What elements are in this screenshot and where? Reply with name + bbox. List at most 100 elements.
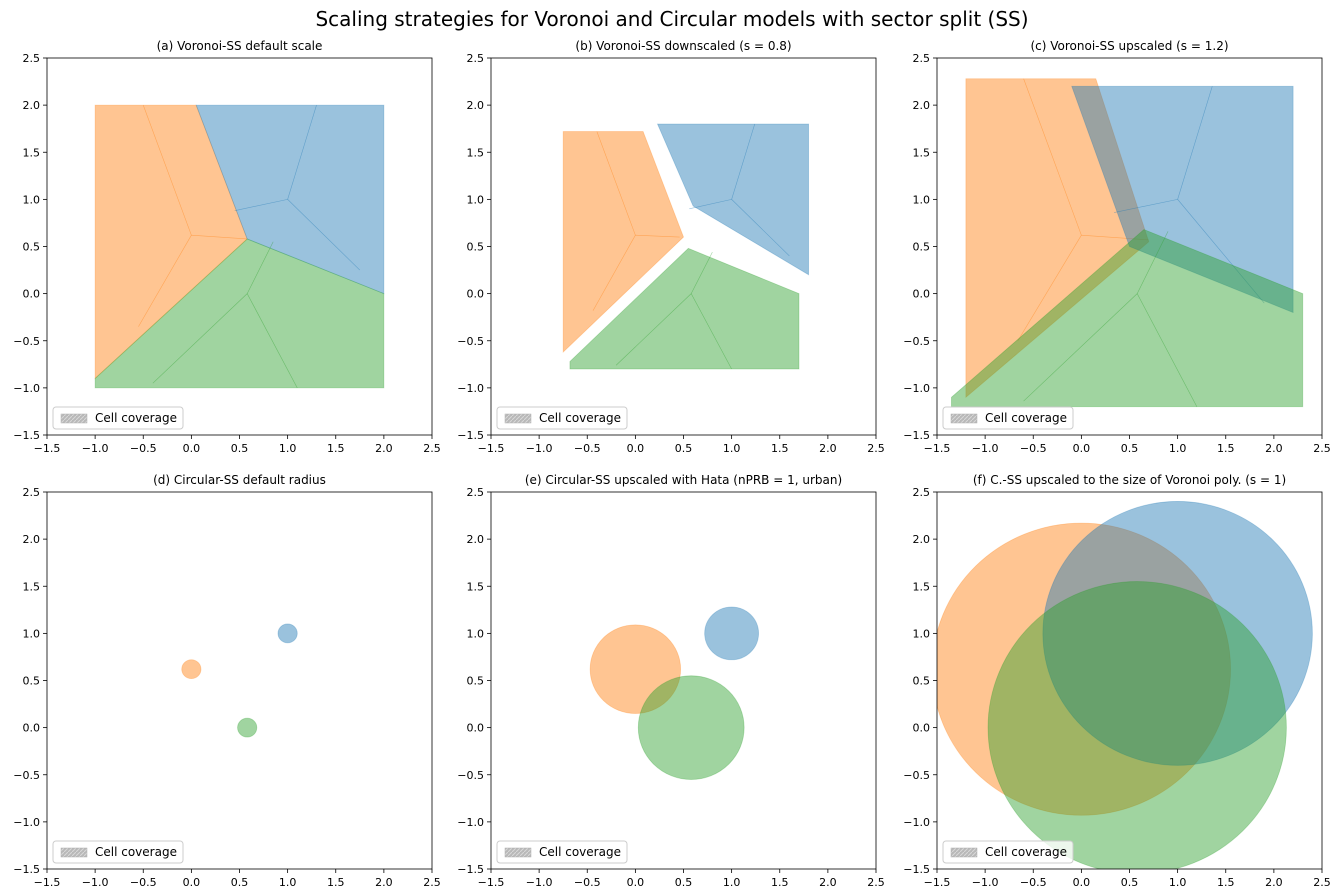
sector-split — [142, 105, 192, 236]
x-tick-label: 0.5 — [675, 442, 693, 455]
y-tick-label: 2.0 — [23, 99, 41, 112]
y-tick-label: 0.5 — [23, 241, 41, 254]
x-tick-label: 0.5 — [1121, 876, 1139, 887]
y-tick-label: −1.0 — [903, 382, 930, 395]
legend-frame — [496, 406, 628, 430]
y-tick-label: 2.0 — [23, 533, 41, 546]
x-tick-label: 2.0 — [1265, 442, 1283, 455]
x-tick-label: −1.0 — [82, 876, 109, 887]
x-tick-label: 0.0 — [1073, 876, 1091, 887]
coverage-polygon — [1071, 85, 1294, 314]
x-tick-label: 2.5 — [867, 876, 885, 887]
y-tick-label: −1.5 — [457, 429, 484, 442]
y-tick-label: −1.5 — [457, 863, 484, 876]
x-tick-label: 2.0 — [375, 442, 393, 455]
x-tick-label: 2.5 — [423, 876, 441, 887]
x-tick-label: 2.5 — [867, 442, 885, 455]
x-tick-label: 0.5 — [231, 442, 249, 455]
y-tick-label: 1.0 — [23, 193, 41, 206]
y-tick-label: −1.5 — [903, 863, 930, 876]
x-tick-label: 2.5 — [423, 442, 441, 455]
sector-split — [152, 293, 248, 384]
coverage-circle — [181, 659, 202, 680]
y-tick-label: 1.5 — [23, 580, 41, 593]
y-tick-label: 2.5 — [467, 486, 485, 499]
y-tick-label: −1.0 — [13, 816, 40, 829]
legend: Cell coverage — [942, 406, 1074, 430]
coverage-circle — [937, 522, 1231, 816]
y-tick-label: 2.5 — [23, 486, 41, 499]
subplot: (f) C.-SS upscaled to the size of Vorono… — [903, 473, 1330, 887]
coverage-circle — [589, 624, 682, 714]
sector-split — [731, 199, 790, 257]
y-tick-label: 0.5 — [467, 675, 485, 688]
sector-split — [1023, 78, 1082, 236]
y-tick-label: −1.0 — [457, 382, 484, 395]
x-tick-label: −1.0 — [972, 876, 999, 887]
x-tick-label: 0.0 — [1073, 442, 1091, 455]
subplot: (b) Voronoi-SS downscaled (s = 0.8)−1.5−… — [457, 39, 884, 455]
y-tick-label: −0.5 — [457, 769, 484, 782]
sector-split — [234, 199, 288, 211]
subplot-title: (e) Circular-SS upscaled with Hata (nPRB… — [525, 473, 842, 487]
y-tick-label: 0.0 — [23, 722, 41, 735]
subplot-title: (c) Voronoi-SS upscaled (s = 1.2) — [1030, 39, 1228, 53]
subplot: (e) Circular-SS upscaled with Hata (nPRB… — [457, 473, 884, 887]
coverage-circle — [987, 581, 1287, 869]
y-tick-label: −1.5 — [903, 429, 930, 442]
y-tick-label: 1.5 — [467, 580, 485, 593]
x-tick-label: −1.0 — [526, 876, 553, 887]
x-tick-label: −1.5 — [924, 442, 951, 455]
y-tick-label: −0.5 — [457, 335, 484, 348]
x-tick-label: 1.5 — [1217, 876, 1235, 887]
legend-swatch — [60, 413, 88, 424]
x-tick-label: 1.5 — [771, 442, 789, 455]
subplot-title: (a) Voronoi-SS default scale — [157, 39, 323, 53]
sector-split — [1081, 234, 1149, 241]
sector-split — [1177, 199, 1265, 304]
x-tick-label: −0.5 — [1020, 442, 1047, 455]
y-tick-label: 2.0 — [467, 533, 485, 546]
sector-split — [1023, 293, 1138, 402]
legend-label: Cell coverage — [95, 411, 177, 425]
subplot-title: (d) Circular-SS default radius — [153, 473, 326, 487]
x-tick-label: 0.5 — [231, 876, 249, 887]
coverage-polygon — [656, 123, 810, 276]
sector-split — [191, 234, 248, 240]
coverage-polygon — [562, 131, 684, 353]
legend-label: Cell coverage — [539, 845, 621, 859]
subplot: (a) Voronoi-SS default scale −1.5 −1.0 −0.5… — [13, 39, 440, 455]
y-tick-label: 2.0 — [467, 99, 485, 112]
coverage-polygon — [965, 78, 1150, 399]
legend: Cell coverage — [52, 840, 184, 864]
legend-label: Cell coverage — [985, 411, 1067, 425]
y-tick-label: 1.0 — [913, 627, 931, 640]
x-tick-label: 1.0 — [1169, 442, 1187, 455]
y-tick-label: 1.0 — [913, 193, 931, 206]
y-tick-label: 1.5 — [913, 580, 931, 593]
y-tick-label: −1.5 — [13, 863, 40, 876]
y-tick-label: 2.5 — [23, 52, 41, 65]
coverage-circle — [637, 675, 745, 780]
x-tick-label: 2.0 — [375, 876, 393, 887]
x-tick-label: −0.5 — [574, 442, 601, 455]
x-tick-label: 0.0 — [183, 876, 201, 887]
sector-split — [287, 105, 317, 200]
coverage-polygon — [94, 104, 248, 380]
x-tick-label: 2.0 — [1265, 876, 1283, 887]
y-tick-label: 1.0 — [23, 627, 41, 640]
y-tick-label: 0.5 — [913, 241, 931, 254]
x-tick-label: −1.0 — [526, 442, 553, 455]
sector-split — [287, 199, 361, 271]
sector-split — [615, 293, 692, 366]
x-tick-label: 0.0 — [627, 442, 645, 455]
x-tick-label: 1.5 — [327, 442, 345, 455]
coverage-polygon — [569, 247, 800, 370]
sector-split — [689, 199, 732, 210]
x-tick-label: 0.0 — [183, 442, 201, 455]
sector-split — [1136, 231, 1169, 294]
y-tick-label: −0.5 — [903, 769, 930, 782]
coverage-circle — [237, 717, 258, 738]
x-tick-label: −0.5 — [130, 442, 157, 455]
coverage-circle — [704, 606, 759, 661]
